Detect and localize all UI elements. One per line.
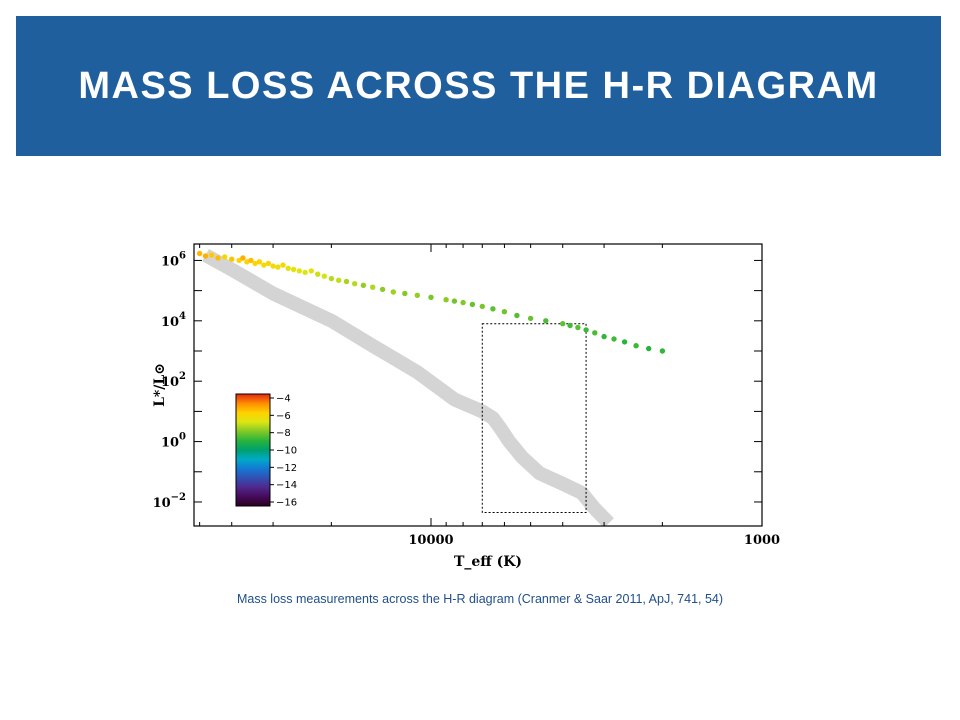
data-point — [336, 277, 342, 283]
data-point — [575, 324, 581, 331]
data-point — [659, 348, 666, 354]
data-point — [302, 269, 308, 276]
x-tick-label: 1000 — [744, 533, 780, 548]
data-point — [379, 286, 386, 293]
hr-diagram-plot: 10000 1000 100 102 104 106 10−2 T_eff (K) L*/L⊙ −… — [152, 243, 780, 570]
data-point — [443, 297, 449, 303]
y-axis-label: L*/L⊙ — [152, 363, 168, 407]
data-point — [567, 322, 573, 329]
data-point — [222, 254, 228, 260]
data-point — [296, 268, 302, 274]
data-point — [370, 284, 376, 290]
data-point — [428, 294, 434, 300]
data-point — [402, 290, 408, 297]
data-point — [352, 281, 358, 287]
data-point — [479, 303, 485, 310]
data-point — [285, 265, 291, 271]
data-point — [280, 262, 286, 268]
data-point — [252, 260, 258, 267]
data-point — [328, 275, 335, 282]
data-point — [490, 306, 496, 312]
y-tick-label: 106 — [161, 250, 186, 269]
colorbar-tick-label: −8 — [276, 428, 291, 439]
title-bar: MASS LOSS ACROSS THE H-R DIAGRAM — [16, 16, 941, 156]
data-point — [240, 255, 246, 261]
plot-area — [196, 248, 666, 526]
hr-diagram-figure: 10000 1000 100 102 104 106 10−2 T_eff (K) L*/L⊙ −… — [150, 236, 790, 586]
data-point — [265, 260, 272, 267]
data-point — [583, 327, 589, 333]
colorbar-tick-label: −16 — [276, 498, 297, 509]
data-point — [215, 255, 221, 261]
data-point — [451, 298, 458, 304]
data-point — [460, 299, 466, 306]
data-point — [343, 278, 350, 285]
data-point — [543, 318, 549, 324]
data-point — [256, 259, 263, 265]
data-point — [290, 266, 297, 273]
colorbar-tick-label: −6 — [276, 411, 291, 422]
data-point — [469, 301, 476, 308]
data-point — [592, 330, 598, 336]
x-tick-label: 10000 — [408, 533, 453, 548]
colorbar-tick-label: −10 — [276, 446, 297, 457]
data-point — [202, 253, 209, 259]
data-point — [514, 312, 520, 319]
colorbar-tick-label: −12 — [276, 463, 297, 474]
slide-title: MASS LOSS ACROSS THE H-R DIAGRAM — [78, 64, 879, 107]
y-tick-label: 104 — [161, 311, 186, 330]
colorbar-tick-label: −14 — [276, 480, 297, 491]
data-point — [275, 264, 281, 270]
figure-caption: Mass loss measurements across the H-R di… — [236, 592, 724, 606]
data-point — [321, 273, 327, 279]
plot-frame — [193, 243, 763, 527]
data-point — [270, 263, 276, 269]
data-point — [501, 309, 508, 315]
data-point — [633, 343, 639, 349]
data-point — [560, 321, 566, 327]
data-point — [196, 250, 203, 257]
colorbar — [235, 393, 271, 507]
main-sequence-band — [202, 248, 614, 526]
data-point — [261, 262, 267, 268]
colorbar-tick-label: −4 — [276, 394, 291, 405]
data-point — [208, 252, 215, 258]
data-point — [229, 256, 235, 262]
selection-box — [481, 323, 587, 513]
y-tick-label: 100 — [161, 432, 186, 451]
data-point — [390, 289, 396, 295]
data-point — [601, 333, 607, 340]
data-point — [611, 336, 617, 342]
data-point — [315, 271, 321, 277]
x-axis-label: T_eff (K) — [454, 554, 522, 570]
y-tick-label: 10−2 — [153, 492, 186, 511]
data-point — [248, 257, 254, 264]
data-point — [360, 282, 367, 288]
data-point — [621, 339, 628, 345]
data-point — [646, 345, 652, 352]
data-point — [414, 292, 420, 298]
y-tick-label: 102 — [161, 371, 186, 390]
data-point — [308, 268, 314, 274]
data-point — [527, 315, 534, 322]
